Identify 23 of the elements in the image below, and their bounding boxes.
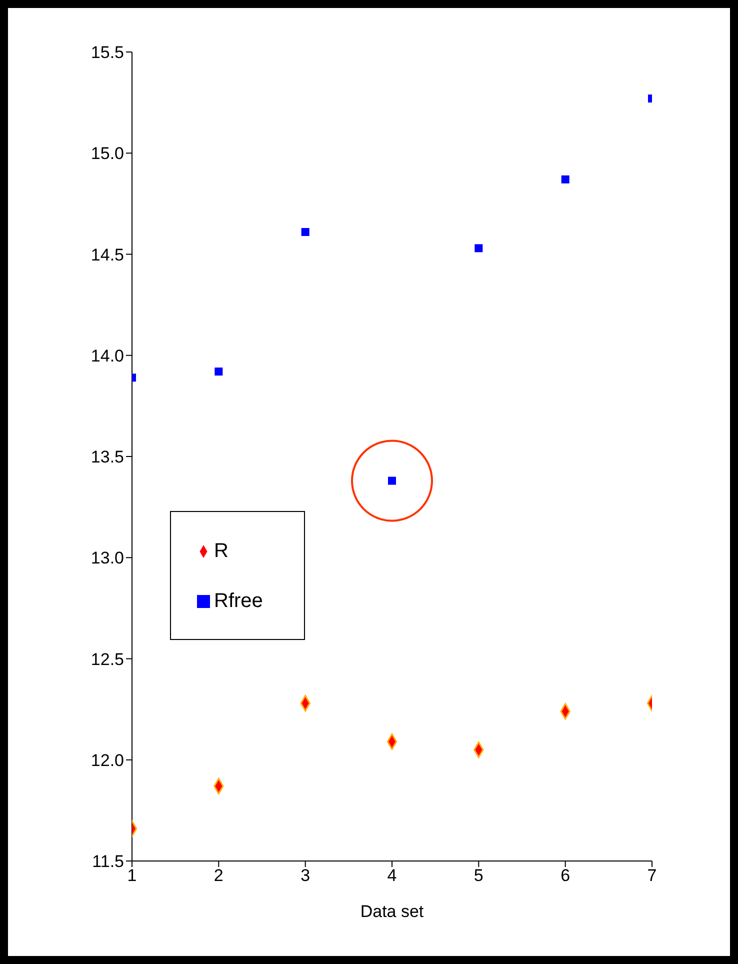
y-tick-label: 13.5	[90, 448, 124, 467]
point	[474, 244, 483, 252]
point	[214, 368, 223, 376]
x-axis-title: Data set	[360, 902, 424, 921]
x-tick-label: 2	[214, 866, 224, 886]
y-tick-label: 12.0	[90, 750, 124, 770]
y-tick-label: 15.5	[90, 43, 124, 62]
y-tick-label: 11.5	[92, 852, 124, 872]
legend-label: R	[214, 540, 228, 562]
x-tick-label: 4	[387, 866, 397, 886]
point	[561, 175, 570, 184]
x-tick-label: 1	[127, 866, 137, 886]
y-tick-label: 13.0	[90, 548, 124, 568]
legend-label: Rfree	[214, 590, 263, 612]
y-tick-label: 12.5	[90, 650, 124, 669]
x-tick-label: 3	[300, 866, 310, 886]
x-tick-label: 5	[474, 866, 484, 886]
x-tick-label: 7	[647, 866, 657, 886]
point	[301, 228, 310, 236]
y-tick-label: 15.0	[90, 144, 124, 164]
x-tick-label: 6	[560, 866, 570, 886]
y-tick-label: 14.0	[90, 346, 124, 366]
y-tick-label: 14.5	[90, 245, 124, 264]
